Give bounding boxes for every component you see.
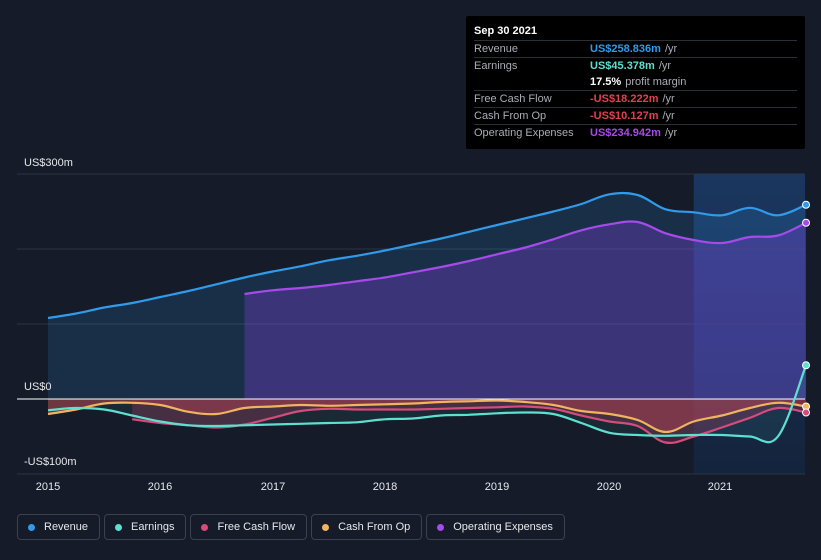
tooltip-unit: /yr xyxy=(662,110,675,122)
tooltip-unit: /yr xyxy=(664,43,678,55)
tooltip-label: Revenue xyxy=(474,43,519,55)
tooltip-label: Earnings xyxy=(474,60,518,72)
x-tick-2017: 2017 xyxy=(260,481,286,493)
tooltip-unit: /yr xyxy=(664,127,678,139)
revenue-line xyxy=(47,191,807,320)
tooltip-row-earnings: Earnings US$45.378m /yr xyxy=(474,57,797,74)
legend-item-free-cash-flow[interactable]: Free Cash Flow xyxy=(190,514,308,540)
x-tick-2015: 2015 xyxy=(35,481,61,493)
tooltip-row-profit-margin: 17.5% profit margin xyxy=(474,74,797,90)
earnings-end-marker xyxy=(802,361,811,370)
tooltip-label: Cash From Op xyxy=(474,110,547,122)
tooltip-label: Operating Expenses xyxy=(474,127,574,139)
tooltip-value: US$45.378m xyxy=(590,60,655,72)
legend-dot-icon xyxy=(28,523,35,531)
legend-item-operating-expenses[interactable]: Operating Expenses xyxy=(426,514,565,540)
y-axis-zero-label: US$0 xyxy=(24,381,52,393)
legend: Revenue Earnings Free Cash Flow Cash Fro… xyxy=(17,514,565,540)
cash-from-op-area xyxy=(48,399,806,433)
cash-from-op-line xyxy=(47,399,807,434)
operating-expenses-area xyxy=(244,221,806,399)
profit-margin-value: 17.5% xyxy=(590,76,622,88)
tooltip-row-free-cash-flow: Free Cash Flow -US$18.222m /yr xyxy=(474,90,797,107)
free-cash-flow-end-marker xyxy=(802,408,811,417)
legend-label: Free Cash Flow xyxy=(217,521,296,533)
tooltip-row-cash-from-op: Cash From Op -US$10.127m /yr xyxy=(474,107,797,124)
revenue-area xyxy=(48,192,806,399)
tooltip-value: -US$18.222m xyxy=(590,93,659,105)
legend-label: Operating Expenses xyxy=(453,521,553,533)
legend-dot-icon xyxy=(201,523,209,531)
x-tick-2021: 2021 xyxy=(707,481,733,493)
legend-label: Cash From Op xyxy=(338,521,411,533)
x-tick-2019: 2019 xyxy=(484,481,510,493)
tooltip-panel: Sep 30 2021 Revenue US$258.836m /yr Earn… xyxy=(466,16,805,149)
tooltip-value: US$258.836m xyxy=(590,43,661,55)
legend-item-cash-from-op[interactable]: Cash From Op xyxy=(311,514,423,540)
x-tick-2020: 2020 xyxy=(596,481,622,493)
tooltip-unit: /yr xyxy=(662,93,675,105)
y-axis-bottom-label: -US$100m xyxy=(24,456,77,468)
tooltip-unit: /yr xyxy=(658,60,672,72)
x-tick-2016: 2016 xyxy=(147,481,173,493)
tooltip-value: US$234.942m xyxy=(590,127,661,139)
legend-dot-icon xyxy=(437,523,445,531)
legend-label: Earnings xyxy=(131,521,175,533)
tooltip-row-revenue: Revenue US$258.836m /yr xyxy=(474,40,797,57)
tooltip-date: Sep 30 2021 xyxy=(474,25,537,37)
legend-dot-icon xyxy=(322,523,330,531)
y-axis-top-label: US$300m xyxy=(24,157,73,169)
tooltip-row-operating-expenses: Operating Expenses US$234.942m /yr xyxy=(474,124,797,141)
legend-dot-icon xyxy=(115,523,123,531)
x-tick-2018: 2018 xyxy=(372,481,398,493)
legend-label: Revenue xyxy=(44,521,89,533)
operating-expenses-line xyxy=(244,220,807,296)
legend-item-earnings[interactable]: Earnings xyxy=(104,514,187,540)
legend-item-revenue[interactable]: Revenue xyxy=(17,514,101,540)
earnings-line xyxy=(47,364,808,444)
tooltip-value: -US$10.127m xyxy=(590,110,659,122)
tooltip-unit: profit margin xyxy=(625,76,687,88)
tooltip-label: Free Cash Flow xyxy=(474,93,552,105)
revenue-end-marker xyxy=(802,200,811,209)
operating-expenses-end-marker xyxy=(802,218,811,227)
